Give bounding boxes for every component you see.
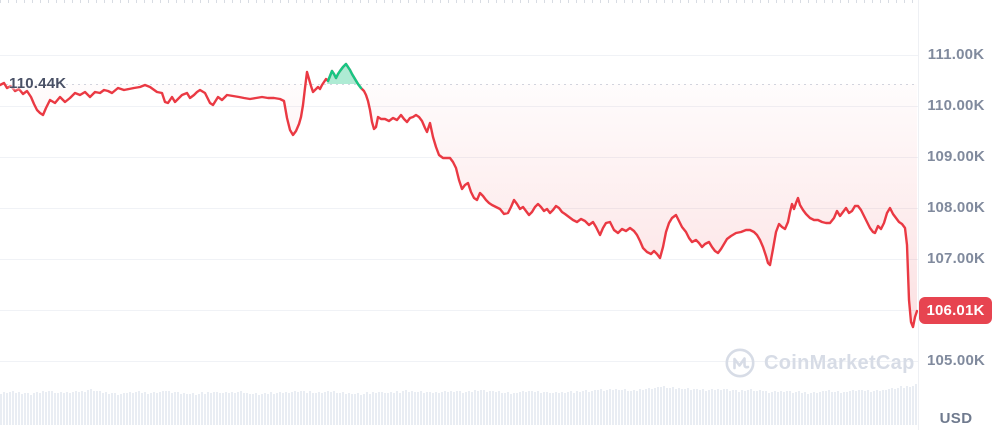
reference-price-label: 110.44K [9,75,67,92]
y-axis-label: 109.00K [926,148,986,165]
y-axis-label: 110.00K [927,97,985,114]
y-axis-label: 111.00K [927,46,985,63]
volume-bars [0,384,917,425]
time-axis-ticks [0,0,913,3]
loss-area-fill [0,84,917,327]
y-axis-label: 107.00K [926,250,986,267]
y-axis-label: 105.00K [926,352,986,369]
price-line-green-segment [326,62,363,90]
price-line [0,62,919,329]
y-axis-label: 108.00K [926,199,986,216]
current-price-badge: 106.01K [919,297,992,324]
y-axis-unit-label: USD [939,410,973,427]
